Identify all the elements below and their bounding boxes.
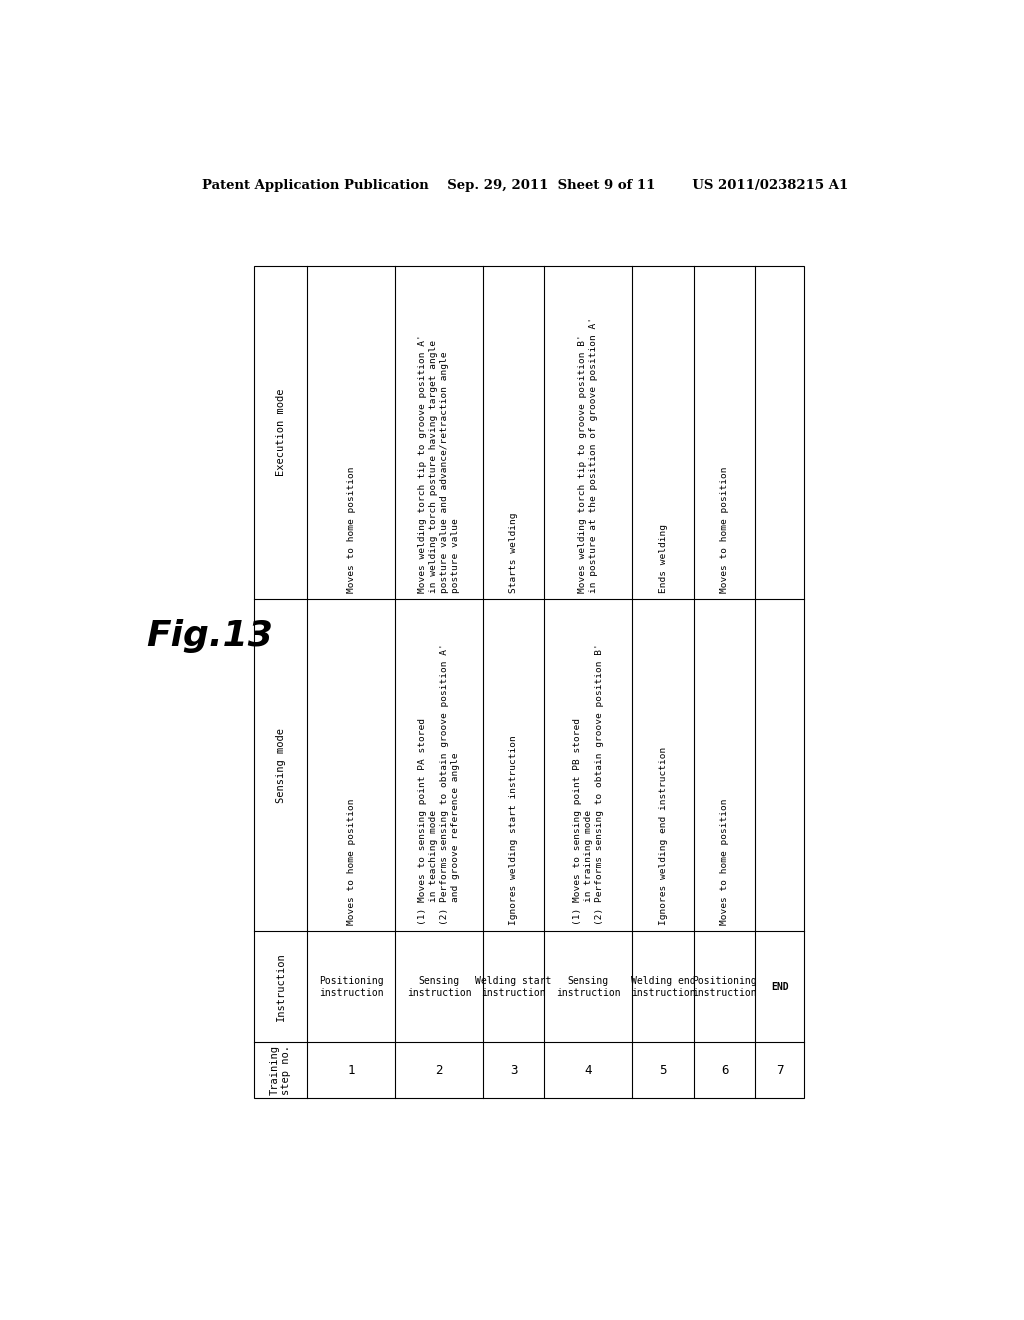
Text: Moves welding torch tip to groove position A'
in welding torch posture having ta: Moves welding torch tip to groove positi… (418, 334, 460, 593)
Text: 1: 1 (347, 1064, 354, 1077)
Text: 2: 2 (435, 1064, 442, 1077)
Text: 6: 6 (721, 1064, 728, 1077)
Text: Moves to home position: Moves to home position (720, 466, 729, 593)
Text: Patent Application Publication    Sep. 29, 2011  Sheet 9 of 11        US 2011/02: Patent Application Publication Sep. 29, … (202, 178, 848, 191)
Text: Ignores welding end instruction: Ignores welding end instruction (658, 747, 668, 925)
Text: (1) Moves to sensing point PB stored
    in training mode
(2) Performs sensing t: (1) Moves to sensing point PB stored in … (572, 644, 604, 925)
Text: Sensing
instruction: Sensing instruction (407, 975, 471, 998)
Text: (1) Moves to sensing point PA stored
    in teaching mode
(2) Performs sensing t: (1) Moves to sensing point PA stored in … (418, 644, 460, 925)
Text: 7: 7 (776, 1064, 783, 1077)
Text: Fig.13: Fig.13 (146, 619, 272, 653)
Text: END: END (771, 982, 788, 991)
Text: Starts welding: Starts welding (509, 512, 518, 593)
Text: 4: 4 (585, 1064, 592, 1077)
Text: Execution mode: Execution mode (275, 389, 286, 477)
Text: Ends welding: Ends welding (658, 524, 668, 593)
Text: 5: 5 (659, 1064, 667, 1077)
Text: Positioning
instruction: Positioning instruction (692, 975, 757, 998)
Text: Welding end
instruction: Welding end instruction (631, 975, 695, 998)
Bar (254, 267, 804, 1098)
Text: Training
step no.: Training step no. (270, 1045, 292, 1096)
Text: Moves to home position: Moves to home position (346, 799, 355, 925)
Text: Sensing mode: Sensing mode (275, 727, 286, 803)
Text: 3: 3 (510, 1064, 517, 1077)
Text: Welding start
instruction: Welding start instruction (475, 975, 552, 998)
Text: Ignores welding start instruction: Ignores welding start instruction (509, 735, 518, 925)
Text: Moves to home position: Moves to home position (720, 799, 729, 925)
Text: Positioning
instruction: Positioning instruction (318, 975, 383, 998)
Text: Moves to home position: Moves to home position (346, 466, 355, 593)
Text: Instruction: Instruction (275, 953, 286, 1022)
Text: Sensing
instruction: Sensing instruction (556, 975, 621, 998)
Text: Moves welding torch tip to groove position B'
in posture at the position of groo: Moves welding torch tip to groove positi… (579, 317, 598, 593)
